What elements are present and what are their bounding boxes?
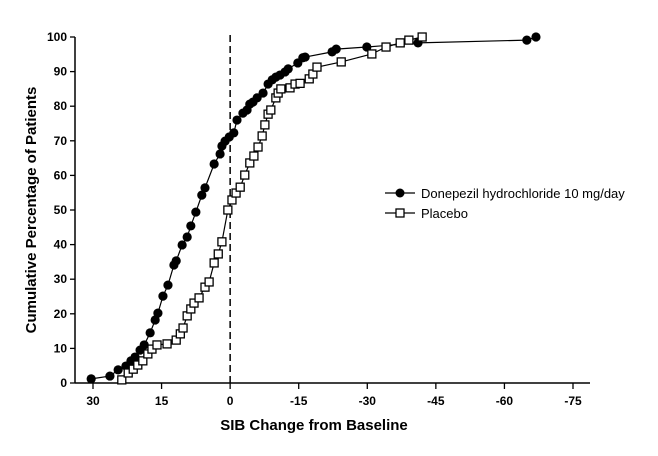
placebo-point [395,38,405,48]
y-tick-label: 70 [54,134,68,148]
placebo-point [178,323,188,333]
series-group [86,32,541,385]
x-tick-label: 15 [155,394,169,408]
donepezil-point [158,291,168,301]
x-axis: 30 15 0 -15 -30 -45 -60 -75 [75,382,590,408]
y-axis: 0 10 20 30 40 50 60 70 80 90 100 [47,30,76,390]
legend-label-placebo: Placebo [421,206,468,221]
donepezil-point [113,365,123,375]
placebo-point [257,131,267,141]
donepezil-point [182,232,192,242]
donepezil-point [171,256,181,266]
placebo-point [276,84,286,94]
donepezil-point [177,240,187,250]
placebo-point [204,277,214,287]
donepezil-point [232,115,242,125]
legend: Donepezil hydrochloride 10 mg/day Placeb… [385,186,625,221]
x-tick-label: 0 [227,394,234,408]
placebo-point [336,57,346,67]
placebo-point [367,49,377,59]
donepezil-point [163,280,173,290]
donepezil-point [186,221,196,231]
y-tick-label: 60 [54,168,68,182]
x-tick-label: -30 [359,394,377,408]
donepezil-point [150,315,160,325]
placebo-point [417,32,427,42]
placebo-point [381,42,391,52]
donepezil-point [200,183,210,193]
placebo-point [295,78,305,89]
placebo-point [312,62,322,72]
placebo-point [404,35,414,45]
y-tick-label: 30 [54,272,68,286]
placebo-point [189,298,199,308]
donepezil-point [153,308,163,318]
placebo-point [223,205,233,215]
donepezil-point [209,159,219,169]
x-axis-label: SIB Change from Baseline [220,417,408,434]
y-tick-label: 80 [54,99,68,113]
y-tick-label: 10 [54,341,68,355]
y-tick-label: 100 [47,30,67,44]
y-axis-label: Cumulative Percentage of Patients [23,87,40,334]
x-tick-label: -45 [427,394,445,408]
y-tick-label: 40 [54,238,68,252]
x-tick-label: 30 [86,394,100,408]
y-tick-label: 20 [54,307,68,321]
donepezil-line [91,36,537,380]
donepezil-point [522,35,532,45]
donepezil-point [283,64,293,74]
donepezil-point [197,190,207,200]
donepezil-point [139,340,149,350]
donepezil-point [105,371,115,381]
placebo-point [162,339,172,349]
legend-marker-placebo [395,208,405,218]
placebo-point [152,340,162,350]
placebo-point [209,258,219,268]
donepezil-point [258,88,268,98]
donepezil-point [130,352,140,362]
y-tick-label: 90 [54,65,68,79]
y-tick-label: 50 [54,203,68,217]
donepezil-point [145,328,155,338]
donepezil-point [229,128,239,138]
placebo-point [217,237,227,247]
placebo-point [235,182,245,192]
x-tick-label: -15 [290,394,308,408]
y-tick-label: 0 [60,376,67,390]
placebo-point [266,105,276,115]
placebo-point [138,356,148,366]
donepezil-point [300,52,310,62]
x-tick-label: -60 [496,394,514,408]
placebo-point [213,249,223,259]
legend-label-donepezil: Donepezil hydrochloride 10 mg/day [421,186,625,201]
legend-marker-donepezil [395,188,405,198]
donepezil-point [86,374,96,384]
donepezil-point [531,32,541,42]
placebo-point [117,375,127,385]
placebo-point [249,151,259,161]
placebo-point [253,142,263,152]
x-tick-label: -75 [564,394,582,408]
donepezil-point [331,44,341,54]
placebo-line [121,36,423,381]
donepezil-point [191,207,201,217]
donepezil-point [215,149,225,159]
placebo-point [240,170,250,180]
placebo-point [194,293,204,303]
placebo-point [260,120,270,130]
